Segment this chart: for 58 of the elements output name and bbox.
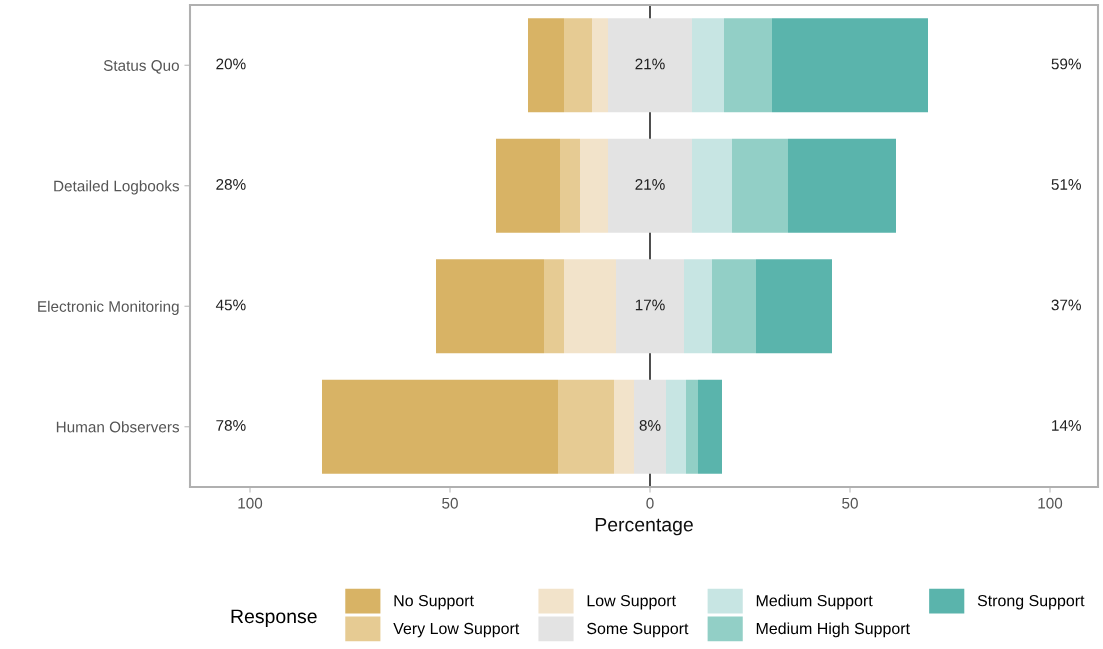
x-tick-label: 0	[646, 497, 654, 509]
bar	[322, 379, 558, 474]
bar	[614, 379, 634, 474]
bar	[772, 18, 928, 113]
bar	[558, 379, 614, 474]
bar	[712, 259, 756, 354]
bar	[496, 138, 560, 233]
x-axis-title: Percentage	[595, 517, 693, 536]
x-tick-label: 50	[442, 497, 458, 509]
bar	[608, 18, 692, 113]
bar	[684, 259, 712, 354]
bar	[560, 138, 580, 233]
bar	[616, 259, 684, 354]
bar	[592, 18, 608, 113]
data-label: 8%	[639, 420, 661, 431]
x-tick-label: 100	[1038, 497, 1063, 509]
annotation: 59%	[1051, 58, 1081, 70]
x-tick-label: 50	[842, 497, 858, 509]
bar	[564, 259, 616, 354]
data-label: 21%	[635, 58, 665, 70]
y-tick-label: Electronic Monitoring	[38, 300, 179, 315]
bar	[564, 18, 592, 113]
bar	[634, 379, 666, 474]
bar	[692, 138, 732, 233]
bar	[580, 138, 608, 233]
annotation: 20%	[216, 58, 246, 70]
bar	[528, 18, 564, 113]
y-tick-label: Status Quo	[103, 60, 179, 74]
legend-label: Medium Support	[756, 594, 873, 610]
legend-label: No Support	[394, 595, 474, 610]
bar	[698, 379, 722, 474]
legend-title: Response	[231, 609, 317, 628]
legend-label: Low Support	[587, 595, 676, 610]
bar	[756, 259, 832, 354]
legend-label: Some Support	[587, 622, 689, 638]
legend-label: Medium High Support	[756, 622, 910, 638]
annotation: 14%	[1052, 420, 1081, 431]
bar	[666, 379, 686, 474]
bar	[732, 138, 788, 233]
bar	[544, 259, 564, 354]
annotation: 45%	[215, 299, 246, 311]
bar	[686, 379, 698, 474]
bar	[692, 18, 724, 113]
data-label: 21%	[635, 179, 665, 190]
annotation: 28%	[216, 179, 246, 190]
legend-label: Strong Support	[977, 595, 1085, 610]
bar	[436, 259, 544, 354]
bar	[788, 138, 896, 233]
annotation: 78%	[216, 420, 246, 431]
x-tick-label: 100	[238, 497, 263, 509]
annotation: 37%	[1051, 299, 1081, 311]
data-label: 17%	[635, 299, 665, 311]
legend-label: Very Low Support	[393, 622, 520, 638]
annotation: 51%	[1051, 179, 1081, 190]
y-tick-label: Human Observers	[56, 421, 180, 433]
bar	[608, 138, 692, 233]
y-tick-label: Detailed Logbooks	[54, 180, 180, 195]
bar	[724, 18, 772, 113]
